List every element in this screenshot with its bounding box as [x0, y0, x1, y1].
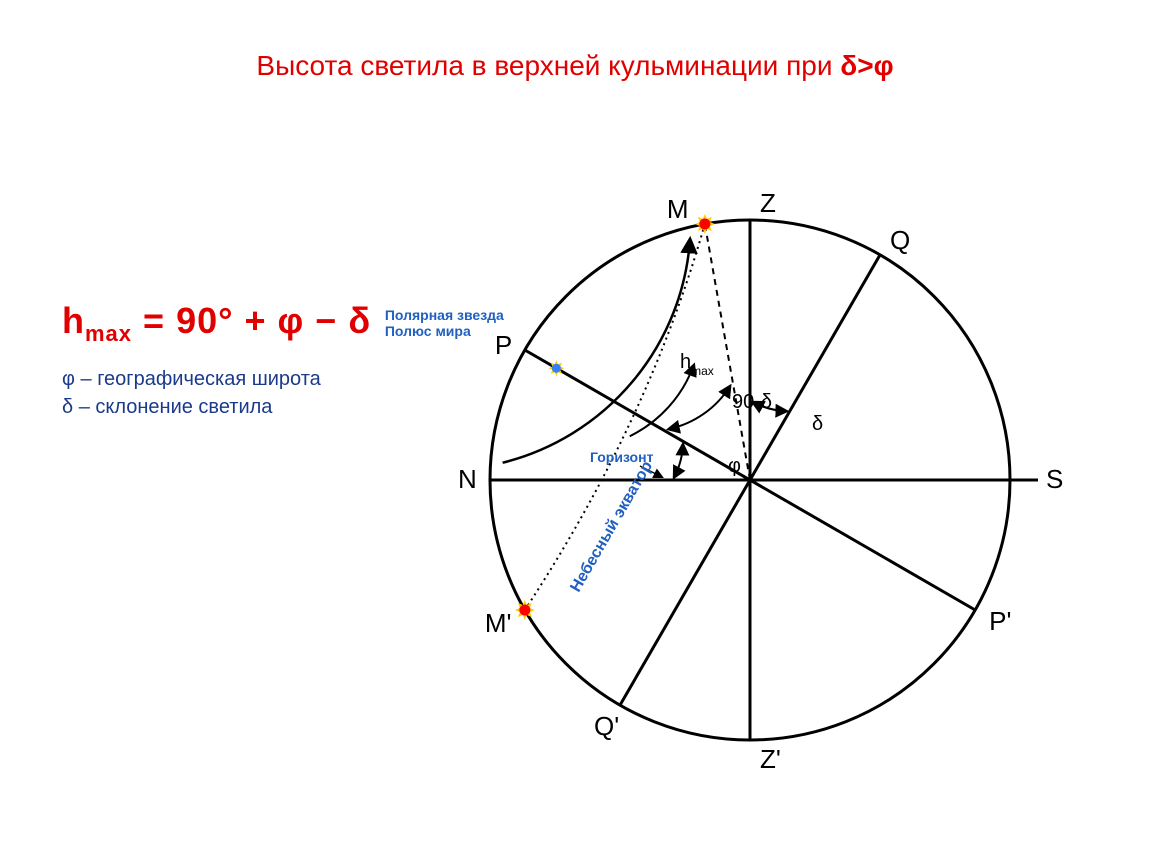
- label-Q: Q: [890, 225, 910, 255]
- label-polaris-1: Полярная звезда: [385, 307, 504, 323]
- label-Z: Z: [760, 188, 776, 218]
- legend-phi: φ – географическая широта: [62, 365, 371, 393]
- label-90-delta: 90-δ: [732, 391, 772, 413]
- label-delta: δ: [812, 413, 823, 435]
- label-Pprime: P': [989, 606, 1011, 636]
- phi-arc: [674, 444, 683, 477]
- label-Zprime: Z': [760, 744, 781, 774]
- formula-block: hmax = 90° + φ − δ φ – географическая ши…: [62, 300, 371, 421]
- diurnal-path: [525, 224, 705, 610]
- formula: hmax = 90° + φ − δ: [62, 300, 371, 347]
- title-bold: δ>φ: [840, 50, 893, 81]
- star-M-icon: [691, 210, 719, 238]
- celestial-diagram: ZZ'NSPP'QQ'φ90-δδhmaxГоризонтНебесный эк…: [440, 150, 1060, 810]
- page-title: Высота светила в верхней кульминации при…: [0, 50, 1150, 82]
- title-prefix: Высота светила в верхней кульминации при: [256, 50, 840, 81]
- legend: φ – географическая широта δ – склонение …: [62, 365, 371, 421]
- legend-delta: δ – склонение светила: [62, 393, 371, 421]
- label-Mprime: M': [485, 608, 512, 638]
- label-phi: φ: [728, 455, 741, 477]
- radius-to-M: [705, 224, 750, 480]
- label-polaris-2: Полюс мира: [385, 323, 471, 339]
- label-P: P: [495, 330, 512, 360]
- hmax-label-arc: [630, 365, 694, 436]
- star-polaris-icon: [545, 357, 568, 380]
- star-Mprime-icon: [511, 596, 539, 624]
- label-hmax: hmax: [680, 351, 714, 378]
- label-S: S: [1046, 464, 1063, 494]
- ninety-minus-delta-arc: [669, 386, 730, 429]
- label-M: M: [667, 194, 689, 224]
- label-N: N: [458, 464, 477, 494]
- label-Qprime: Q': [594, 711, 619, 741]
